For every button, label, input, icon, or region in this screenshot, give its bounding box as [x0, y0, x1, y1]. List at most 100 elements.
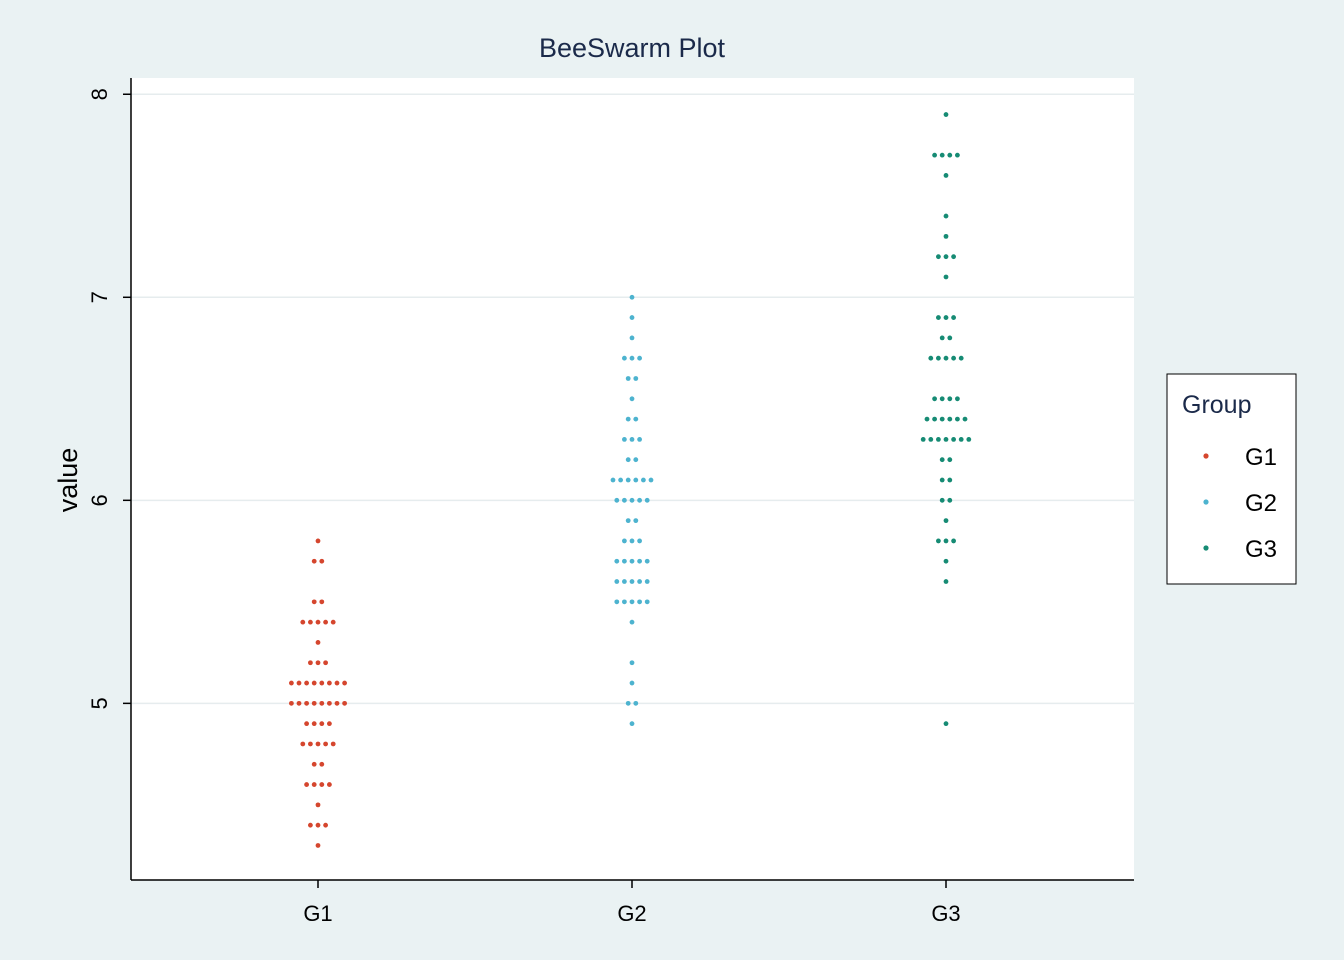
x-tick-label: G2 — [617, 901, 646, 926]
data-point-g3 — [958, 437, 964, 442]
data-point-g2 — [641, 477, 646, 483]
data-point-g2 — [633, 518, 639, 524]
data-point-g1 — [311, 680, 317, 686]
data-point-g3 — [939, 152, 945, 158]
data-point-g2 — [629, 599, 635, 605]
data-point-g3 — [936, 437, 941, 442]
data-point-g1 — [323, 741, 328, 747]
data-point-g2 — [622, 558, 627, 564]
data-point-g1 — [323, 619, 328, 625]
data-point-g3 — [924, 416, 930, 422]
data-point-g1 — [315, 741, 321, 747]
data-point-g2 — [622, 579, 627, 584]
data-point-g3 — [943, 274, 949, 280]
data-point-g2 — [625, 416, 631, 422]
data-point-g3 — [947, 335, 953, 341]
data-point-g2 — [629, 355, 635, 361]
data-point-g1 — [311, 558, 317, 564]
data-point-g1 — [319, 680, 325, 686]
data-point-g3 — [932, 396, 937, 402]
data-point-g3 — [943, 213, 949, 219]
data-point-g3 — [947, 396, 953, 402]
data-point-g3 — [947, 416, 953, 422]
data-point-g1 — [311, 761, 317, 767]
data-point-g2 — [644, 599, 650, 605]
legend-entries: G1 G2 G3 — [1203, 444, 1277, 563]
legend-label-g1: G1 — [1245, 444, 1277, 471]
data-point-g2 — [637, 599, 642, 605]
data-point-g2 — [625, 518, 631, 524]
data-point-g2 — [625, 477, 631, 483]
data-point-g1 — [308, 660, 313, 666]
data-point-g2 — [637, 497, 642, 503]
data-point-g1 — [304, 721, 309, 727]
x-axis-ticks: G1 G2 G3 — [303, 880, 961, 926]
data-point-g1 — [308, 619, 313, 625]
data-point-g1 — [315, 802, 321, 808]
data-point-g3 — [951, 315, 956, 320]
data-point-g2 — [629, 660, 635, 666]
data-point-g1 — [319, 782, 325, 787]
data-point-g2 — [610, 477, 616, 483]
data-point-g1 — [330, 619, 336, 625]
data-point-g2 — [625, 457, 631, 463]
data-point-g2 — [629, 680, 635, 686]
data-point-g1 — [330, 741, 336, 747]
data-point-g1 — [319, 761, 325, 767]
data-point-g2 — [622, 599, 627, 605]
data-point-g1 — [308, 741, 313, 747]
data-point-g2 — [648, 477, 654, 483]
data-point-g3 — [947, 457, 953, 463]
y-tick-label: 8 — [87, 88, 112, 100]
data-point-g2 — [644, 558, 650, 564]
data-point-g3 — [939, 396, 945, 402]
data-point-g3 — [920, 437, 926, 442]
data-point-g1 — [323, 822, 328, 828]
data-point-g2 — [633, 416, 639, 422]
data-point-g2 — [637, 355, 642, 361]
data-point-g2 — [622, 497, 627, 503]
y-axis-ticks: 5 6 7 8 — [87, 88, 131, 709]
data-point-g1 — [319, 700, 325, 706]
x-tick-label: G3 — [931, 901, 960, 926]
data-point-g1 — [311, 700, 317, 706]
data-point-g1 — [304, 700, 309, 706]
data-point-g3 — [947, 497, 953, 503]
data-point-g1 — [323, 660, 328, 666]
data-point-g1 — [300, 619, 306, 625]
data-point-g1 — [304, 782, 309, 787]
data-point-g3 — [943, 112, 949, 117]
data-point-g3 — [936, 315, 941, 320]
data-point-g2 — [637, 579, 642, 584]
data-point-g3 — [928, 355, 934, 361]
plot-panel — [131, 78, 1134, 880]
data-point-g2 — [625, 700, 631, 706]
data-point-g2 — [633, 457, 639, 463]
data-point-g1 — [319, 599, 325, 605]
data-point-g2 — [629, 558, 635, 564]
data-point-g2 — [633, 477, 639, 483]
data-point-g3 — [951, 437, 956, 442]
data-point-g1 — [315, 619, 321, 625]
data-point-g3 — [958, 355, 964, 361]
data-point-g2 — [629, 437, 635, 442]
data-point-g2 — [614, 497, 620, 503]
data-point-g3 — [939, 416, 945, 422]
data-point-g3 — [939, 477, 945, 483]
data-point-g1 — [289, 700, 294, 706]
data-point-g1 — [311, 721, 317, 727]
data-point-g3 — [951, 355, 956, 361]
data-point-g2 — [633, 700, 639, 706]
data-point-g3 — [943, 558, 949, 564]
legend-label-g3: G3 — [1245, 536, 1277, 563]
legend-marker-g1 — [1203, 453, 1209, 459]
data-point-g2 — [622, 538, 627, 544]
data-point-g2 — [629, 497, 635, 503]
data-point-g3 — [943, 254, 949, 260]
data-point-g3 — [951, 538, 956, 544]
data-point-g2 — [629, 396, 635, 402]
data-point-g2 — [629, 335, 635, 341]
data-point-g1 — [311, 782, 317, 787]
data-point-g3 — [966, 437, 972, 442]
